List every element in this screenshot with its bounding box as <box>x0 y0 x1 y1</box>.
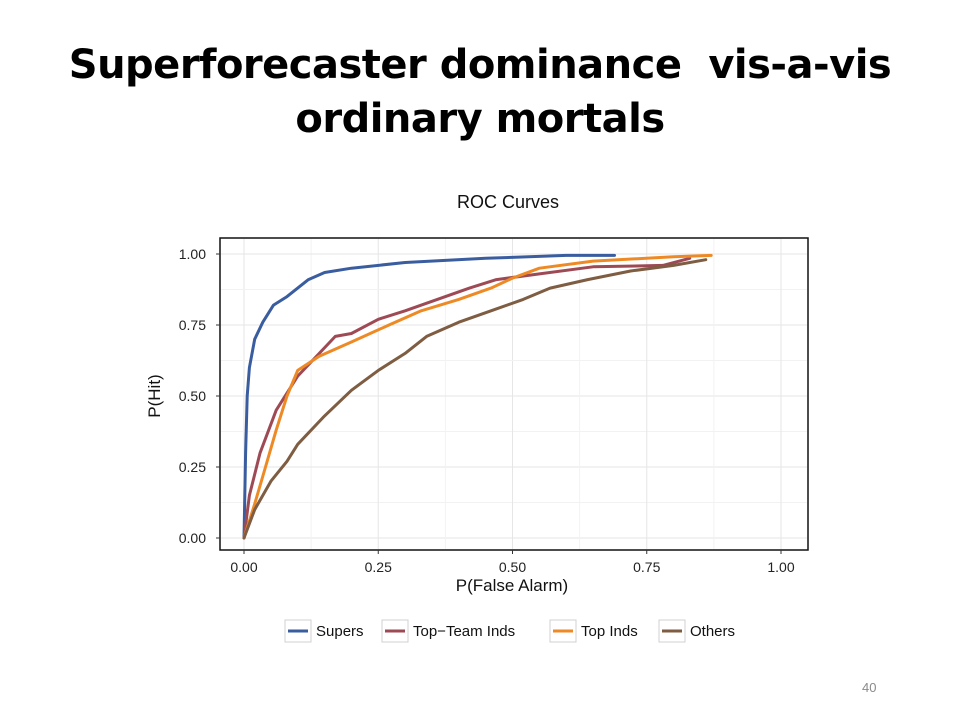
y-tick-label: 0.00 <box>179 530 206 546</box>
x-tick-label: 0.25 <box>365 559 392 575</box>
x-tick-label: 1.00 <box>767 559 794 575</box>
slide-title: Superforecaster dominance vis-a-vis ordi… <box>0 38 960 146</box>
legend-label: Top−Team Inds <box>413 623 515 640</box>
legend-label: Others <box>690 623 735 640</box>
roc-line-supers <box>242 253 616 540</box>
legend-label: Top Inds <box>581 623 638 640</box>
roc-line-others <box>242 258 708 540</box>
roc-line-top-team-inds <box>242 256 692 540</box>
page-number: 40 <box>862 680 877 695</box>
legend-label: Supers <box>316 623 364 640</box>
roc-line-top-inds <box>242 253 713 540</box>
y-axis-label: P(Hit) <box>145 374 164 417</box>
legend: Supers Top−Team Inds Top Inds Others <box>284 619 735 643</box>
y-tick-label: 0.50 <box>179 388 206 404</box>
slide-title-line-1: Superforecaster dominance vis-a-vis <box>68 42 892 88</box>
y-tick-label: 0.75 <box>179 317 206 333</box>
x-tick-label: 0.75 <box>633 559 660 575</box>
x-tick-label: 0.00 <box>230 559 257 575</box>
slide-title-line-2: ordinary mortals <box>295 96 665 142</box>
chart-title: ROC Curves <box>457 192 559 212</box>
y-tick-label: 0.25 <box>179 459 206 475</box>
x-tick-label: 0.50 <box>499 559 526 575</box>
y-tick-label: 1.00 <box>179 246 206 262</box>
plot-panel <box>219 237 809 551</box>
x-axis-label: P(False Alarm) <box>456 576 568 595</box>
